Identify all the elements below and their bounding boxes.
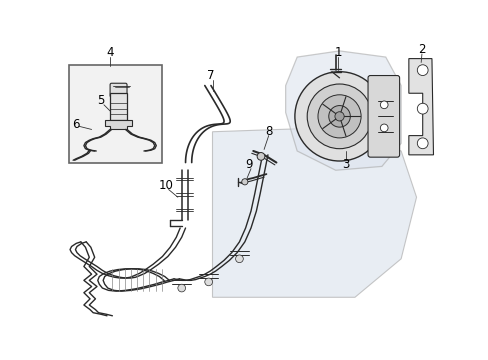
Circle shape <box>306 84 371 149</box>
Text: 9: 9 <box>244 158 252 171</box>
Text: 4: 4 <box>106 46 114 59</box>
FancyBboxPatch shape <box>367 76 399 157</box>
Polygon shape <box>408 59 432 155</box>
Polygon shape <box>104 120 132 130</box>
Circle shape <box>257 153 264 160</box>
Text: 10: 10 <box>159 179 173 192</box>
Text: 1: 1 <box>334 46 341 59</box>
FancyBboxPatch shape <box>110 83 127 97</box>
Text: 6: 6 <box>72 118 80 131</box>
Circle shape <box>317 95 360 138</box>
Circle shape <box>416 138 427 149</box>
Text: 8: 8 <box>264 125 272 138</box>
Polygon shape <box>212 128 416 297</box>
FancyBboxPatch shape <box>68 65 162 163</box>
Circle shape <box>235 255 243 263</box>
Circle shape <box>328 105 349 127</box>
FancyBboxPatch shape <box>110 93 127 120</box>
Circle shape <box>380 124 387 132</box>
Circle shape <box>294 72 384 161</box>
Circle shape <box>380 101 387 109</box>
Circle shape <box>204 278 212 286</box>
Polygon shape <box>285 51 400 170</box>
Text: 2: 2 <box>417 43 425 56</box>
Circle shape <box>416 65 427 76</box>
Text: 5: 5 <box>97 94 104 107</box>
Text: 7: 7 <box>207 69 214 82</box>
Circle shape <box>416 103 427 114</box>
Text: 3: 3 <box>341 158 349 171</box>
Circle shape <box>241 179 247 185</box>
Circle shape <box>334 112 344 121</box>
Circle shape <box>178 284 185 292</box>
